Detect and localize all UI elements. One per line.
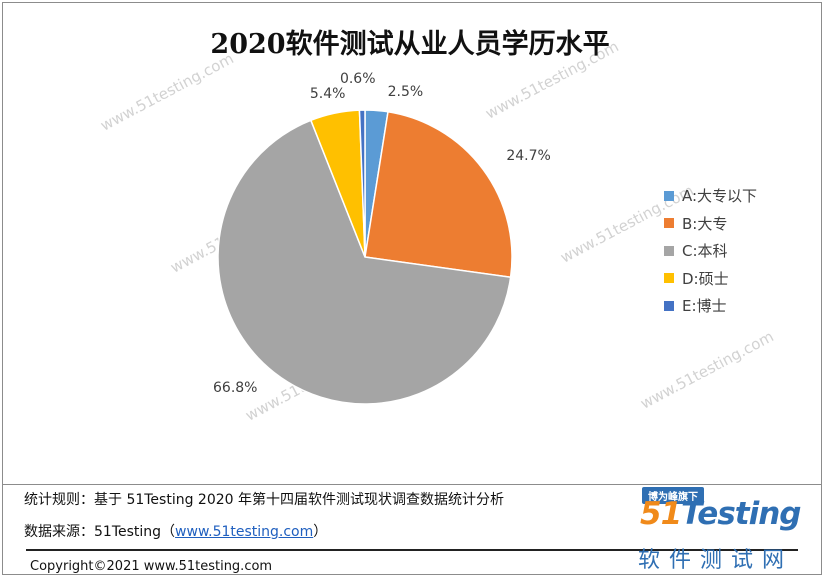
slice-value-label: 0.6% [339,71,376,88]
logo-wordmark: 51Testing [640,496,801,532]
legend-swatch [664,218,674,229]
source-paren-open: （ [161,524,176,540]
logo-wordmark-main: Testing [681,496,801,532]
legend-swatch [664,245,674,256]
footer-source: 数据来源：51Testing（www.51testing.com） [24,521,327,541]
logo-badge: 博为峰旗下 [642,487,704,504]
chart-title: 2020软件测试从业人员学历水平 [210,29,610,60]
footer-divider [26,549,798,551]
51testing-logo: 博为峰旗下 51Testing 软件测试网 [636,484,822,576]
slice-value-label: 66.8% [213,380,258,396]
source-name: 51Testing [94,524,162,540]
slice-value-label: 24.7% [506,148,551,165]
legend: A:大专以下 B:大专 C:本科 D:硕士 E:博士 [664,182,757,320]
legend-item: B:大专 [664,210,757,238]
legend-item: D:硕士 [664,265,757,293]
legend-item: C:本科 [664,237,757,265]
legend-item: A:大专以下 [664,182,757,210]
legend-label: C:本科 [682,242,728,261]
legend-swatch [664,190,674,201]
pie-slice [364,110,513,279]
rule-label: 统计规则： [24,492,94,508]
slice-value-label: 5.4% [309,86,346,103]
legend-swatch [664,273,674,284]
pie-slice [217,119,512,405]
legend-item: E:博士 [664,292,757,320]
footer-rule: 统计规则：基于 51Testing 2020 年第十四届软件测试现状调查数据统计… [24,489,504,509]
legend-label: A:大专以下 [682,187,758,206]
source-paren-close: ） [313,524,328,540]
rule-text: 基于 51Testing 2020 年第十四届软件测试现状调查数据统计分析 [94,492,505,508]
legend-label: D:硕士 [682,269,729,288]
slice-value-label: 2.5% [387,84,424,101]
logo-subtitle: 软件测试网 [638,548,794,573]
divider [2,484,822,485]
copyright: Copyright©2021 www.51testing.com [30,559,273,574]
legend-label: E:博士 [682,297,727,316]
source-link[interactable]: www.51testing.com [175,524,314,540]
legend-swatch [664,300,674,311]
legend-label: B:大专 [682,214,728,233]
logo-wordmark-prefix: 51 [640,496,682,532]
source-label: 数据来源： [24,524,94,540]
pie-slice [358,109,366,258]
